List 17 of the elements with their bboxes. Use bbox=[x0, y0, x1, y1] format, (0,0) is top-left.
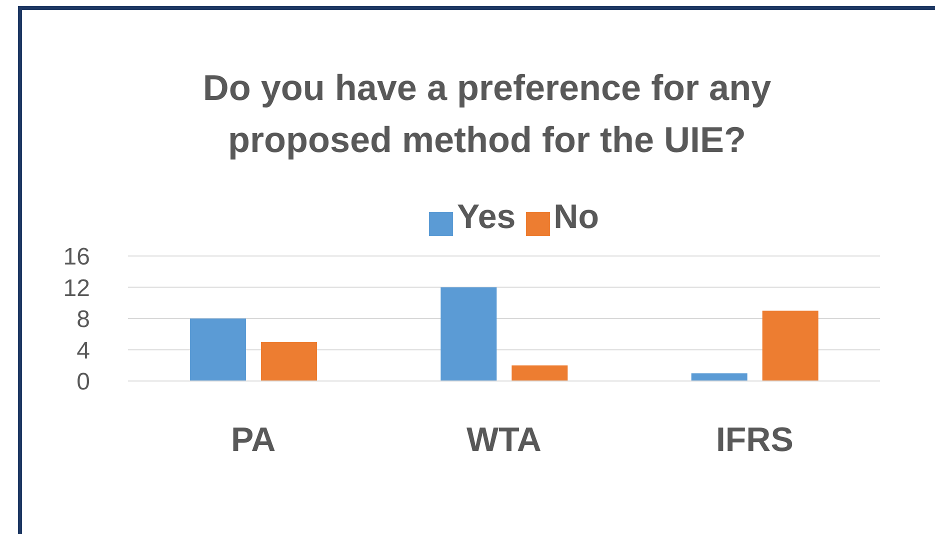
bar bbox=[190, 318, 246, 381]
chart-title: Do you have a preference for any proposed method for the UIE? bbox=[202, 66, 772, 162]
bar bbox=[261, 342, 317, 381]
y-tick-label: 4 bbox=[76, 337, 90, 364]
x-tick-label: PA bbox=[230, 421, 276, 460]
x-tick-label: WTA bbox=[466, 421, 542, 460]
legend-label: Yes bbox=[457, 198, 516, 236]
bar bbox=[691, 373, 748, 381]
legend-label: No bbox=[554, 198, 599, 236]
x-tick-label: IFRS bbox=[716, 421, 794, 460]
bar bbox=[440, 287, 497, 381]
y-tick-label: 16 bbox=[63, 244, 90, 271]
y-tick-label: 8 bbox=[76, 306, 90, 334]
bar bbox=[762, 310, 818, 381]
y-tick-label: 0 bbox=[76, 368, 90, 396]
y-tick-label: 12 bbox=[63, 274, 90, 302]
bar bbox=[512, 365, 568, 381]
